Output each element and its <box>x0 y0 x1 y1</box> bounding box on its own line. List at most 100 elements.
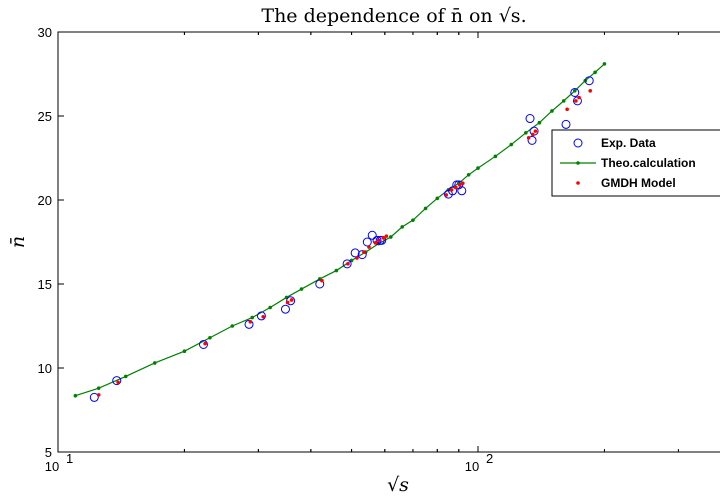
theo-calculation-point <box>400 225 405 229</box>
gmdh-model-point <box>355 256 359 260</box>
exp-data-point <box>525 114 535 124</box>
gmdh-model-point <box>367 245 371 249</box>
exp-data-point <box>342 259 352 269</box>
theo-calculation-point <box>411 218 415 222</box>
gmdh-model-point <box>574 99 578 103</box>
y-tick-label: 30 <box>38 25 52 40</box>
plot-frame <box>57 31 720 453</box>
gmdh-model-point <box>577 95 581 100</box>
gmdh-model-point <box>381 236 386 240</box>
chart-title: The dependence of n̄ on √s. <box>261 5 526 27</box>
theo-calculation-point <box>250 315 255 320</box>
exp-data-point <box>367 230 377 240</box>
legend-exp-data: Exp. Data <box>601 136 656 150</box>
gmdh-model-point <box>533 129 538 133</box>
gmdh-model-point <box>444 193 448 197</box>
theo-calculation-point <box>96 386 101 390</box>
theo-calculation-point <box>73 393 78 398</box>
gmdh-model-point <box>116 380 120 385</box>
y-tick-label: 5 <box>45 445 52 460</box>
gmdh-model-point <box>588 89 593 93</box>
gmdh-model-point <box>96 393 101 397</box>
theo-calculation-point <box>268 305 272 310</box>
theo-calculation-point <box>602 62 607 66</box>
exp-data-point <box>89 392 99 402</box>
exp-data-point <box>280 304 290 314</box>
theo-calculation-point <box>334 268 339 273</box>
x-tick-label: 10 <box>45 459 59 474</box>
legend-dot-marker <box>576 161 580 165</box>
y-axis-label: n̄ <box>7 236 29 248</box>
theo-calculation-point <box>493 154 498 159</box>
exp-data-point <box>561 119 571 129</box>
theo-calculation-point <box>524 131 528 135</box>
theo-calculation-point <box>208 335 212 340</box>
gmdh-model-point <box>362 250 366 254</box>
gmdh-model-point <box>346 262 350 266</box>
theo-calculation-point <box>152 361 157 365</box>
gmdh-model-point <box>248 320 253 324</box>
exp-data-point <box>357 250 367 260</box>
theo-calculation-point <box>389 235 393 239</box>
exp-data-point <box>372 235 382 245</box>
theo-calculation-point <box>537 120 542 125</box>
theo-calculation-point <box>476 166 480 170</box>
exp-data-point <box>256 311 266 321</box>
gmdh-model-point <box>384 234 389 238</box>
theo-calculation-point <box>593 70 597 75</box>
gmdh-model-point <box>261 314 265 319</box>
exp-data-point <box>244 319 254 329</box>
exp-data-point <box>527 135 537 145</box>
y-tick-label: 15 <box>38 277 52 292</box>
x-tick-exponent: 1 <box>66 451 73 466</box>
gmdh-model-point <box>289 298 294 302</box>
x-tick-exponent: 2 <box>486 451 493 466</box>
gmdh-model-point <box>530 132 535 137</box>
y-tick-label: 10 <box>38 361 52 376</box>
gmdh-model-point <box>526 136 531 140</box>
exp-data-point <box>448 186 458 196</box>
gmdh-model-point <box>285 300 290 305</box>
y-tick-label: 20 <box>38 193 52 208</box>
exp-data-point <box>584 76 594 86</box>
y-tick-label: 25 <box>38 109 52 124</box>
series-layer <box>73 62 607 402</box>
legend: Exp. Data Theo.calculation GMDH Model <box>551 129 720 197</box>
legend-gmdh-model: GMDH Model <box>601 176 676 190</box>
theo-calculation-point <box>299 287 304 291</box>
exp-data-point <box>315 279 325 289</box>
exp-data-point <box>457 186 467 196</box>
legend-dot-marker <box>576 181 580 185</box>
exp-data-point <box>112 376 122 386</box>
gmdh-model-point <box>203 341 207 346</box>
gmdh-model-point <box>320 278 324 283</box>
theo-calculation-point <box>550 109 554 113</box>
theo-calculation-point <box>561 99 566 103</box>
theo-calculation-point <box>123 374 128 379</box>
legend-theo-calculation: Theo.calculation <box>601 156 696 170</box>
exp-data-point <box>286 296 296 306</box>
x-axis-label: √s <box>387 474 409 496</box>
gmdh-model-point <box>565 107 569 112</box>
theo-calculation-point <box>423 206 428 211</box>
x-tick-label: 10 <box>465 459 479 474</box>
gmdh-model-point <box>376 238 381 243</box>
theo-calculation-point <box>572 89 577 93</box>
theo-calculation-point <box>509 142 514 147</box>
exp-data-point <box>570 87 580 97</box>
gmdh-model-point <box>457 183 462 187</box>
gmdh-model-point <box>449 188 454 192</box>
gmdh-model-point <box>460 181 465 185</box>
exp-data-point <box>350 248 360 258</box>
theo-calculation-point <box>435 196 440 201</box>
theo-calculation-point <box>182 349 187 354</box>
legend-circle-marker <box>573 138 583 148</box>
exp-data-point <box>198 339 208 349</box>
theo-calculation-point <box>466 173 471 177</box>
theo-calculation-point <box>230 324 235 328</box>
gmdh-model-point <box>453 185 458 190</box>
plot-area <box>57 31 720 453</box>
exp-data-point <box>362 237 372 247</box>
